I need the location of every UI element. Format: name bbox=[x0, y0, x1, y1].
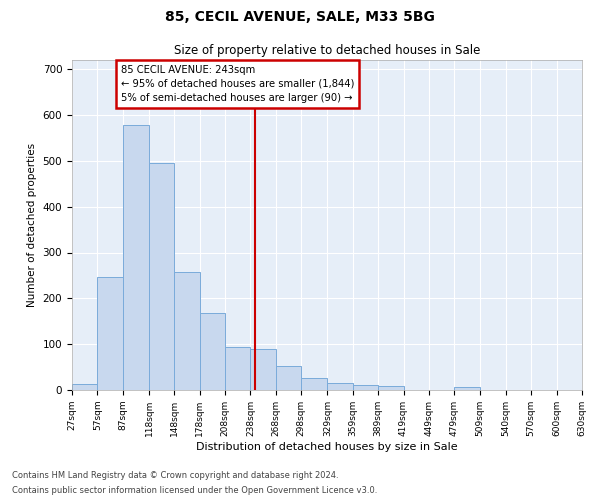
Text: Contains public sector information licensed under the Open Government Licence v3: Contains public sector information licen… bbox=[12, 486, 377, 495]
Bar bbox=[175, 272, 200, 390]
Bar bbox=[250, 349, 276, 390]
Bar bbox=[225, 348, 250, 390]
Bar bbox=[353, 384, 378, 390]
Text: Contains HM Land Registry data © Crown copyright and database right 2024.: Contains HM Land Registry data © Crown c… bbox=[12, 471, 338, 480]
Bar bbox=[276, 366, 301, 390]
X-axis label: Distribution of detached houses by size in Sale: Distribution of detached houses by size … bbox=[196, 442, 458, 452]
Bar bbox=[328, 383, 353, 390]
Bar bbox=[301, 378, 328, 390]
Y-axis label: Number of detached properties: Number of detached properties bbox=[27, 143, 37, 307]
Bar bbox=[149, 163, 175, 390]
Bar bbox=[97, 277, 123, 390]
Bar bbox=[200, 313, 225, 390]
Text: 85, CECIL AVENUE, SALE, M33 5BG: 85, CECIL AVENUE, SALE, M33 5BG bbox=[165, 10, 435, 24]
Bar bbox=[72, 384, 97, 390]
Title: Size of property relative to detached houses in Sale: Size of property relative to detached ho… bbox=[174, 44, 480, 58]
Bar bbox=[378, 386, 404, 390]
Text: 85 CECIL AVENUE: 243sqm
← 95% of detached houses are smaller (1,844)
5% of semi-: 85 CECIL AVENUE: 243sqm ← 95% of detache… bbox=[121, 64, 355, 102]
Bar bbox=[123, 125, 149, 390]
Bar bbox=[454, 387, 479, 390]
